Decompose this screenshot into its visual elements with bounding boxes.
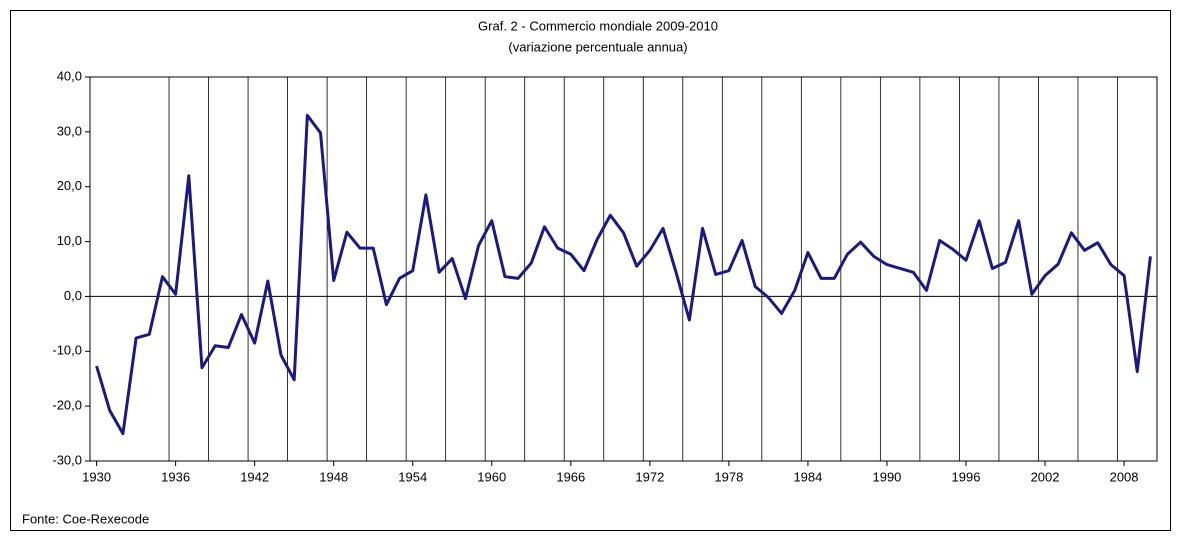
- data-line: [95, 113, 1152, 436]
- y-tick-label: -30,0: [52, 452, 82, 467]
- chart-border: [10, 10, 1171, 531]
- y-tick-label: 40,0: [57, 68, 82, 83]
- x-tick-label: 1984: [793, 469, 822, 484]
- y-tick-label: 20,0: [57, 178, 82, 193]
- x-tick-label: 1966: [556, 469, 585, 484]
- y-tick-label: 0,0: [64, 288, 82, 303]
- x-tick-label: 1978: [714, 469, 743, 484]
- chart-title: Graf. 2 - Commercio mondiale 2009-2010: [478, 18, 718, 33]
- source-note: Fonte: Coe-Rexecode: [22, 511, 149, 526]
- x-tick-label: 1954: [398, 469, 427, 484]
- x-tick-label: 1996: [952, 469, 981, 484]
- y-tick-label: -10,0: [52, 343, 82, 358]
- y-tick-label: 30,0: [57, 123, 82, 138]
- chart-subtitle: (variazione percentuale annua): [508, 39, 687, 54]
- x-tick-label: 2008: [1110, 469, 1139, 484]
- x-tick-label: 1930: [82, 469, 111, 484]
- y-tick-label: 10,0: [57, 233, 82, 248]
- x-tick-label: 1960: [477, 469, 506, 484]
- x-tick-label: 1948: [319, 469, 348, 484]
- x-tick-label: 1972: [635, 469, 664, 484]
- x-tick-label: 1942: [240, 469, 269, 484]
- plot-area: [89, 76, 1158, 462]
- x-tick-label: 1936: [161, 469, 190, 484]
- x-tick-label: 2002: [1031, 469, 1060, 484]
- y-tick-label: -20,0: [52, 398, 82, 413]
- x-tick-label: 1990: [872, 469, 901, 484]
